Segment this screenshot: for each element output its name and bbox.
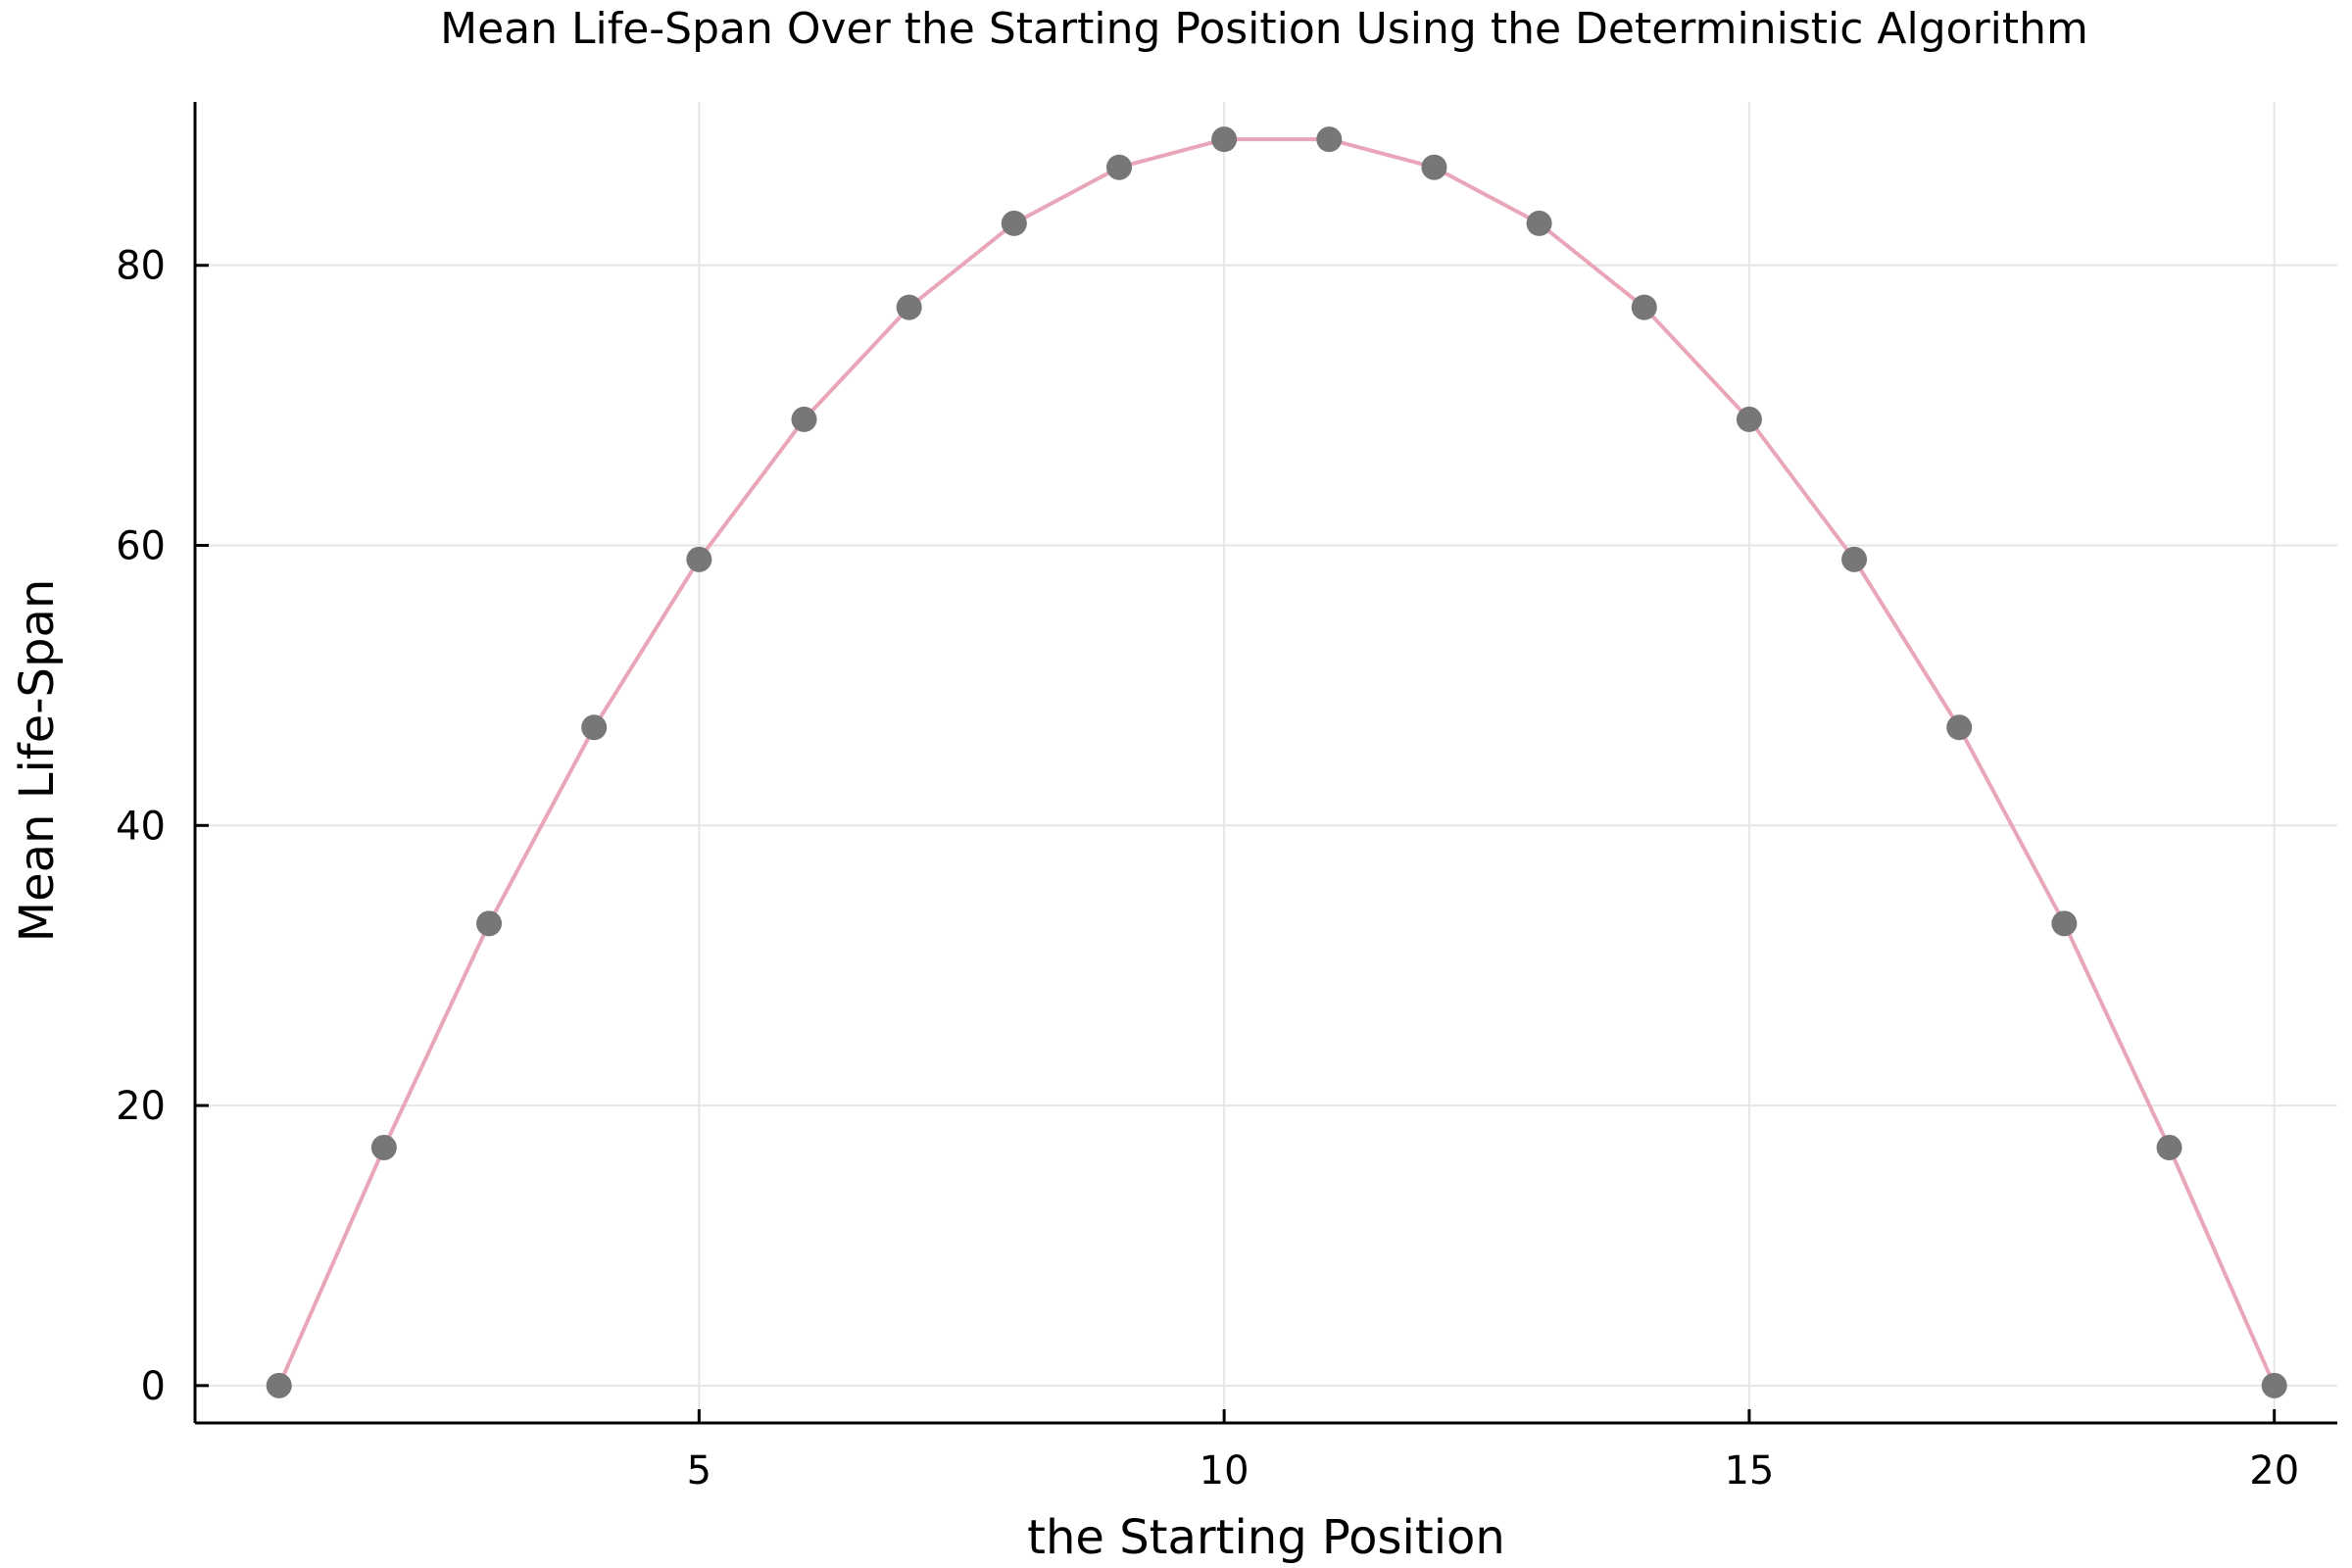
data-point bbox=[1421, 154, 1447, 180]
x-tick-label: 20 bbox=[2249, 1448, 2299, 1494]
data-point bbox=[1526, 210, 1552, 236]
y-tick-label: 20 bbox=[116, 1084, 166, 1129]
data-point bbox=[266, 1372, 292, 1398]
data-point bbox=[2156, 1134, 2182, 1160]
grid bbox=[195, 102, 2337, 1423]
x-tick-label: 10 bbox=[1200, 1448, 1250, 1494]
x-tick-label: 15 bbox=[1724, 1448, 1774, 1494]
data-point bbox=[581, 714, 608, 741]
chart-title: Mean Life-Span Over the Starting Positio… bbox=[440, 4, 2088, 54]
data-point bbox=[1631, 294, 1657, 320]
ticks: 5 10 15 20 0 20 40 60 80 bbox=[116, 244, 2299, 1494]
data-point bbox=[1841, 546, 1868, 572]
axes bbox=[193, 102, 2337, 1425]
x-tick-label: 5 bbox=[687, 1448, 711, 1494]
y-tick-label: 0 bbox=[141, 1364, 166, 1409]
series-line bbox=[276, 137, 2277, 1387]
data-point bbox=[2261, 1372, 2287, 1398]
y-tick-label: 40 bbox=[116, 804, 166, 849]
y-tick-label: 60 bbox=[116, 524, 166, 569]
data-point bbox=[1211, 126, 1238, 153]
data-point bbox=[896, 294, 922, 320]
y-axis-label: Mean Life-Span bbox=[10, 579, 65, 943]
data-point bbox=[1001, 210, 1027, 236]
data-point bbox=[1316, 126, 1343, 153]
data-point bbox=[686, 546, 712, 572]
series bbox=[266, 126, 2287, 1398]
data-point bbox=[476, 910, 503, 937]
data-point bbox=[1105, 154, 1132, 180]
data-point bbox=[370, 1134, 397, 1160]
data-point bbox=[1736, 406, 1762, 432]
data-point bbox=[2051, 910, 2078, 937]
y-tick-label: 80 bbox=[116, 244, 166, 289]
x-axis-label: the Starting Position bbox=[1027, 1510, 1505, 1565]
data-point bbox=[791, 406, 817, 432]
data-point bbox=[1946, 714, 1973, 741]
